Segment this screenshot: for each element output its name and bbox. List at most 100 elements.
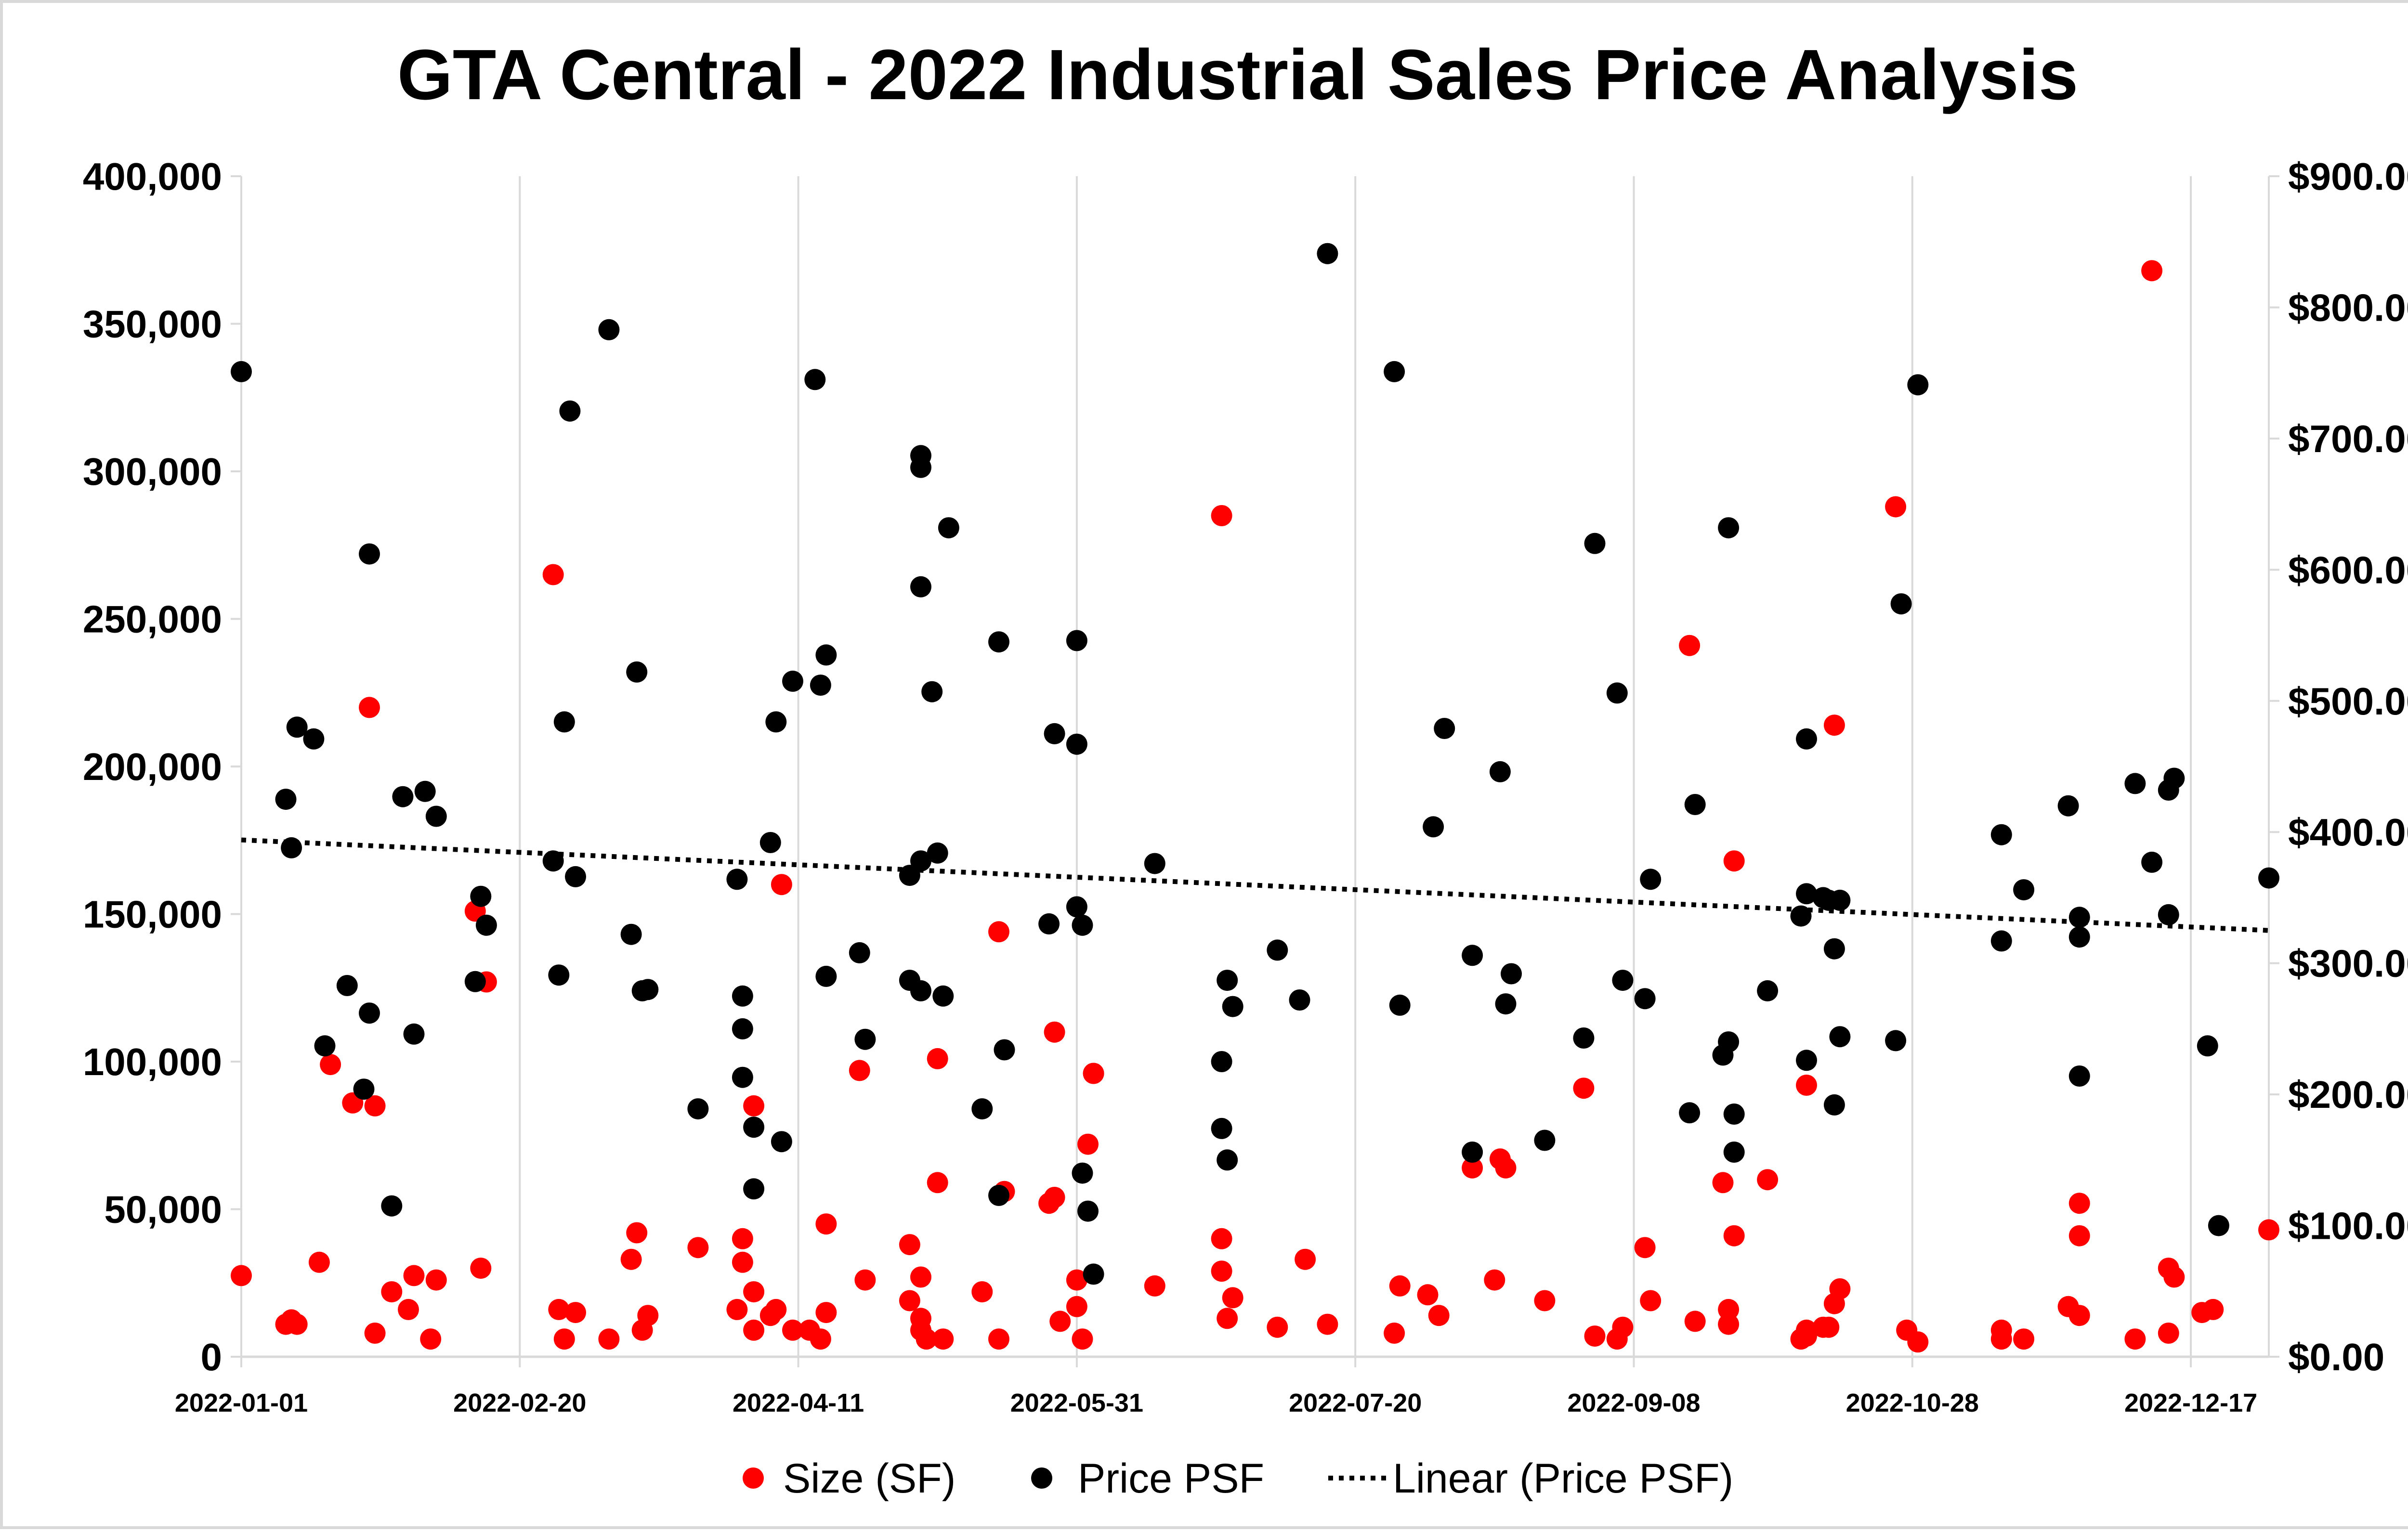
right-tick-label: $700.00 <box>2288 417 2408 460</box>
chart-canvas: GTA Central - 2022 Industrial Sales Pric… <box>83 35 2408 1502</box>
left-tick-label: 200,000 <box>83 745 222 788</box>
size-point <box>398 1298 419 1320</box>
right-tick-label: $800.00 <box>2288 286 2408 329</box>
legend-size-label: Size (SF) <box>783 1455 955 1502</box>
price-point <box>1640 869 1662 890</box>
x-tick-label: 2022-04-11 <box>733 1389 864 1417</box>
size-point <box>2202 1298 2224 1320</box>
price-point <box>303 728 325 750</box>
size-point <box>1049 1311 1071 1332</box>
size-point <box>765 1298 787 1320</box>
size-point <box>2141 260 2163 282</box>
right-tick-label: $900.00 <box>2288 155 2408 198</box>
size-point <box>1462 1157 1483 1179</box>
size-point <box>726 1298 748 1320</box>
size-point <box>1584 1325 1606 1347</box>
price-point <box>927 842 948 864</box>
price-point <box>1462 1142 1483 1163</box>
size-point <box>1818 1316 1840 1338</box>
size-point <box>732 1251 753 1273</box>
price-point <box>815 965 837 987</box>
price-point <box>1757 980 1779 1001</box>
price-point <box>2068 1065 2090 1087</box>
size-point <box>1796 1319 1817 1341</box>
price-point <box>1423 816 1444 838</box>
price-point <box>2208 1215 2229 1236</box>
size-point <box>899 1290 920 1311</box>
price-point <box>726 869 748 890</box>
size-point <box>1083 1063 1104 1084</box>
right-tick-label: $200.00 <box>2288 1073 2408 1116</box>
gridlines <box>240 176 2270 1357</box>
size-point <box>2068 1193 2090 1214</box>
size-point <box>927 1172 948 1194</box>
price-point <box>553 711 575 733</box>
size-point <box>1718 1298 1740 1320</box>
size-point <box>1222 1287 1243 1309</box>
size-point <box>1718 1313 1740 1335</box>
size-point <box>1144 1275 1165 1297</box>
size-point <box>1211 1260 1232 1282</box>
price-point <box>1723 1104 1745 1125</box>
price-point <box>1077 1200 1099 1222</box>
right-tick-label: $500.00 <box>2288 680 2408 723</box>
size-point <box>359 697 380 718</box>
size-point <box>420 1328 442 1350</box>
size-point <box>2163 1266 2185 1288</box>
price-point <box>1823 938 1845 960</box>
price-point <box>1796 1050 1817 1071</box>
price-point <box>1534 1130 1556 1151</box>
price-point <box>1217 970 1238 991</box>
size-point <box>1072 1328 1093 1350</box>
price-point <box>1072 914 1093 936</box>
size-point <box>1823 714 1845 736</box>
price-point <box>899 865 920 886</box>
price-point <box>1267 939 1288 961</box>
price-point <box>732 1066 753 1088</box>
price-point <box>1289 989 1310 1011</box>
size-point <box>2068 1305 2090 1326</box>
price-point <box>286 716 308 738</box>
left-tick-label: 250,000 <box>83 598 222 641</box>
price-point <box>359 1002 380 1024</box>
price-point <box>1217 1149 1238 1171</box>
price-point <box>2163 767 2185 789</box>
size-point <box>2013 1328 2035 1350</box>
price-point <box>921 681 943 702</box>
price-point <box>1612 970 1634 991</box>
price-point <box>743 1178 765 1200</box>
price-point <box>2124 773 2146 794</box>
size-point <box>815 1302 837 1324</box>
size-point <box>1267 1316 1288 1338</box>
price-point <box>1990 930 2012 952</box>
size-point <box>381 1281 403 1303</box>
price-point <box>1829 889 1851 911</box>
price-point <box>620 923 642 945</box>
size-point <box>637 1305 659 1326</box>
x-tick-label: 2022-12-17 <box>2124 1389 2257 1417</box>
size-point <box>927 1048 948 1069</box>
price-point <box>1066 630 1087 651</box>
right-axis-tick-labels: $0.00 $100.00 $200.00 $300.00 $400.00 $500.00… <box>2288 155 2408 1378</box>
x-axis-tick-labels: 2022-01-01 2022-02-20 2022-04-11 2022-05-31… <box>175 1389 2257 1417</box>
size-point <box>320 1054 341 1076</box>
trendline <box>241 837 2269 933</box>
price-point <box>275 789 297 810</box>
size-point <box>2068 1225 2090 1246</box>
price-point <box>910 456 931 478</box>
size-point <box>899 1234 920 1256</box>
price-point <box>1462 945 1483 966</box>
size-point <box>2258 1219 2279 1241</box>
trendline-layer <box>241 837 2269 933</box>
price-point <box>1495 993 1517 1015</box>
size-point <box>1428 1305 1450 1326</box>
price-point <box>598 319 620 340</box>
price-point <box>771 1131 792 1153</box>
price-point <box>2068 926 2090 948</box>
price-point <box>1038 913 1060 935</box>
price-point <box>1144 853 1165 874</box>
price-point <box>994 1039 1015 1061</box>
legend-price-label: Price PSF <box>1078 1455 1264 1502</box>
price-point <box>1907 374 1929 396</box>
price-point <box>2057 795 2079 817</box>
